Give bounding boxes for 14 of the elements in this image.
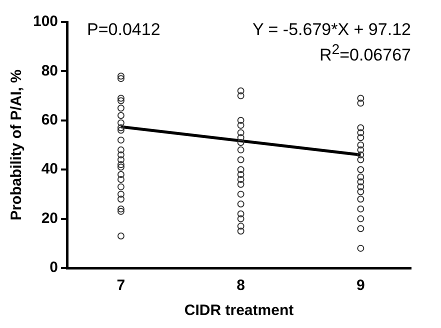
y-tick-label: 0 (50, 259, 58, 276)
annotation: R$^{2}$=0.06767 (318, 41, 411, 66)
x-axis-title: CIDR treatment (184, 302, 294, 320)
x-tick-label: 8 (236, 277, 245, 294)
x-tick-label: 7 (116, 277, 126, 294)
y-tick-label: 40 (41, 160, 58, 178)
y-tick-label: 20 (41, 210, 58, 227)
y-axis-title: Probability of P/AI, % (8, 70, 26, 220)
annotation: P=0.0412 (87, 20, 160, 41)
y-tick-label: 80 (41, 62, 58, 80)
x-tick-label: 9 (356, 277, 365, 294)
annotation: Y = -5.679*X + 97.12 (252, 20, 411, 40)
y-tick-label: 60 (41, 112, 58, 129)
y-tick-label: 100 (32, 13, 58, 30)
